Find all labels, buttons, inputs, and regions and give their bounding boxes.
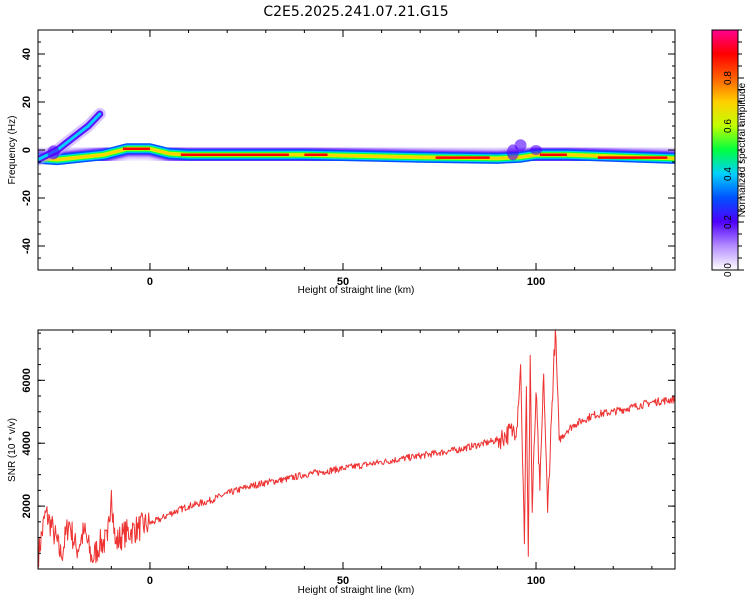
x-tick-label: 50 xyxy=(337,276,349,288)
x-tick-label: 100 xyxy=(527,276,545,288)
y-tick-label: 40 xyxy=(21,48,33,60)
snr-y-label: SNR (10 * v/v) xyxy=(7,418,18,482)
snr-panel: 0 50 100 2000 4000 6000 Height of straight l… xyxy=(7,329,676,596)
ridge-burst xyxy=(514,139,527,152)
colorbar-tick-label: 0.2 xyxy=(723,215,734,229)
x-tick-label: 50 xyxy=(337,575,349,587)
y-tick-label: 0 xyxy=(21,147,33,153)
spectrogram-y-label: Frequency (Hz) xyxy=(7,116,18,185)
y-tick-label: 4000 xyxy=(21,431,33,455)
colorbar: 0.0 0.2 0.4 0.6 0.8 Normalized spectral ampl… xyxy=(711,29,748,277)
x-tick-label: 0 xyxy=(147,575,153,587)
colorbar-tick-label: 0.8 xyxy=(723,71,734,85)
y-tick-label: 20 xyxy=(21,96,33,108)
spectrogram-ridge xyxy=(38,108,675,171)
spectrogram-x-label: Height of straight line (km) xyxy=(298,285,415,296)
colorbar-tick-label: 0.0 xyxy=(723,263,734,277)
snr-y-ticks: 2000 4000 6000 xyxy=(21,332,675,570)
colorbar-tick-label: 0.4 xyxy=(723,167,734,181)
y-tick-label: -40 xyxy=(21,238,33,254)
spectrogram-y-ticks: 40 20 0 -20 -40 xyxy=(21,29,675,271)
spectrogram-x-ticks: 0 50 100 xyxy=(72,30,653,288)
y-tick-label: 2000 xyxy=(21,494,33,518)
colorbar-label: Normalized spectral amplitude xyxy=(737,82,748,217)
x-tick-label: 0 xyxy=(147,276,153,288)
colorbar-tick-label: 0.6 xyxy=(723,119,734,133)
colorbar-ticks: 0.0 0.2 0.4 0.6 0.8 xyxy=(723,29,744,277)
ridge-burst xyxy=(530,145,543,155)
figure-title: C2E5.2025.241.07.21.G15 xyxy=(263,4,448,20)
snr-frame xyxy=(37,329,676,570)
snr-x-ticks: 0 50 100 xyxy=(72,330,653,587)
spectrogram-panel: 0 50 100 40 20 0 -20 -40 Height of straight li… xyxy=(7,29,676,296)
y-tick-label: -20 xyxy=(21,190,33,206)
snr-x-label: Height of straight line (km) xyxy=(298,585,415,596)
y-tick-label: 6000 xyxy=(21,368,33,392)
x-tick-label: 100 xyxy=(527,575,545,587)
snr-series-line xyxy=(38,330,675,568)
ridge-burst xyxy=(47,145,60,160)
colorbar-gradient xyxy=(711,29,739,271)
